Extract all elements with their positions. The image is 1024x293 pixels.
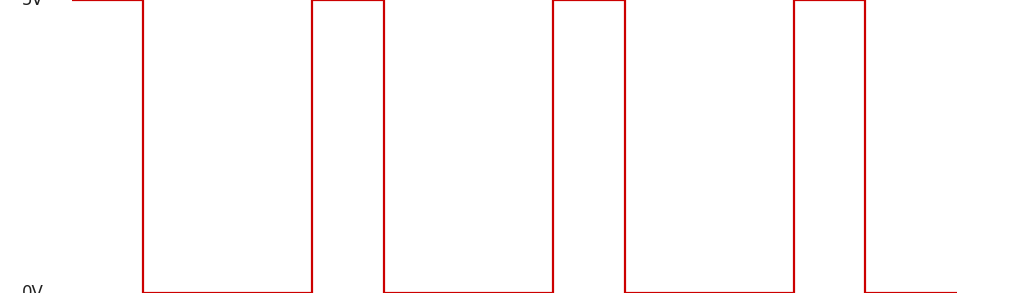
Text: 5V: 5V	[23, 0, 44, 9]
Text: 0V: 0V	[23, 284, 44, 293]
